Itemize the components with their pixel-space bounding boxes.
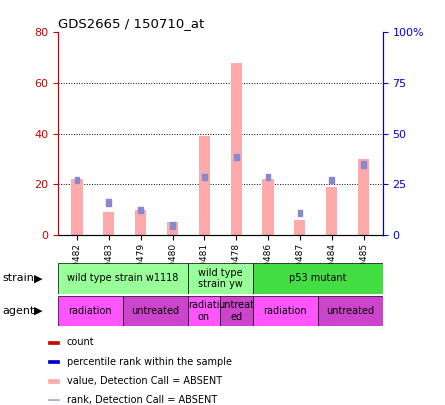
- Bar: [49, 379, 59, 383]
- Bar: [49, 341, 59, 344]
- Bar: [253, 263, 383, 294]
- Bar: [266, 174, 271, 181]
- Text: wild type
strain yw: wild type strain yw: [198, 268, 243, 289]
- Bar: [106, 200, 111, 206]
- Bar: [361, 162, 366, 168]
- Bar: [298, 210, 302, 216]
- Text: rank, Detection Call = ABSENT: rank, Detection Call = ABSENT: [67, 395, 217, 405]
- Bar: [318, 296, 383, 326]
- Bar: [167, 222, 178, 235]
- Text: wild type strain w1118: wild type strain w1118: [67, 273, 178, 283]
- Bar: [138, 207, 143, 213]
- Text: untreat
ed: untreat ed: [218, 300, 255, 322]
- Bar: [58, 263, 188, 294]
- Bar: [294, 220, 305, 235]
- Bar: [326, 187, 337, 235]
- Text: radiation: radiation: [69, 306, 112, 316]
- Text: ▶: ▶: [33, 306, 42, 316]
- Text: value, Detection Call = ABSENT: value, Detection Call = ABSENT: [67, 376, 222, 386]
- Text: radiati
on: radiati on: [188, 300, 220, 322]
- Bar: [220, 296, 253, 326]
- Text: count: count: [67, 337, 94, 347]
- Bar: [231, 63, 242, 235]
- Bar: [253, 296, 318, 326]
- Text: untreated: untreated: [326, 306, 374, 316]
- Text: GDS2665 / 150710_at: GDS2665 / 150710_at: [58, 17, 204, 30]
- Text: agent: agent: [2, 306, 35, 316]
- Bar: [170, 222, 175, 228]
- Bar: [188, 263, 253, 294]
- Bar: [358, 159, 369, 235]
- Text: radiation: radiation: [263, 306, 307, 316]
- Bar: [71, 179, 82, 235]
- Bar: [135, 210, 146, 235]
- Text: percentile rank within the sample: percentile rank within the sample: [67, 357, 232, 367]
- Text: strain: strain: [2, 273, 34, 283]
- Bar: [234, 154, 239, 160]
- Bar: [263, 179, 274, 235]
- Bar: [58, 296, 123, 326]
- Bar: [329, 177, 334, 183]
- Bar: [75, 177, 79, 183]
- Text: ▶: ▶: [33, 273, 42, 283]
- Bar: [49, 360, 59, 363]
- Bar: [199, 136, 210, 235]
- Bar: [202, 174, 207, 181]
- Text: untreated: untreated: [131, 306, 179, 316]
- Bar: [49, 399, 59, 402]
- Text: p53 mutant: p53 mutant: [289, 273, 347, 283]
- Bar: [123, 296, 188, 326]
- Bar: [103, 212, 114, 235]
- Bar: [188, 296, 220, 326]
